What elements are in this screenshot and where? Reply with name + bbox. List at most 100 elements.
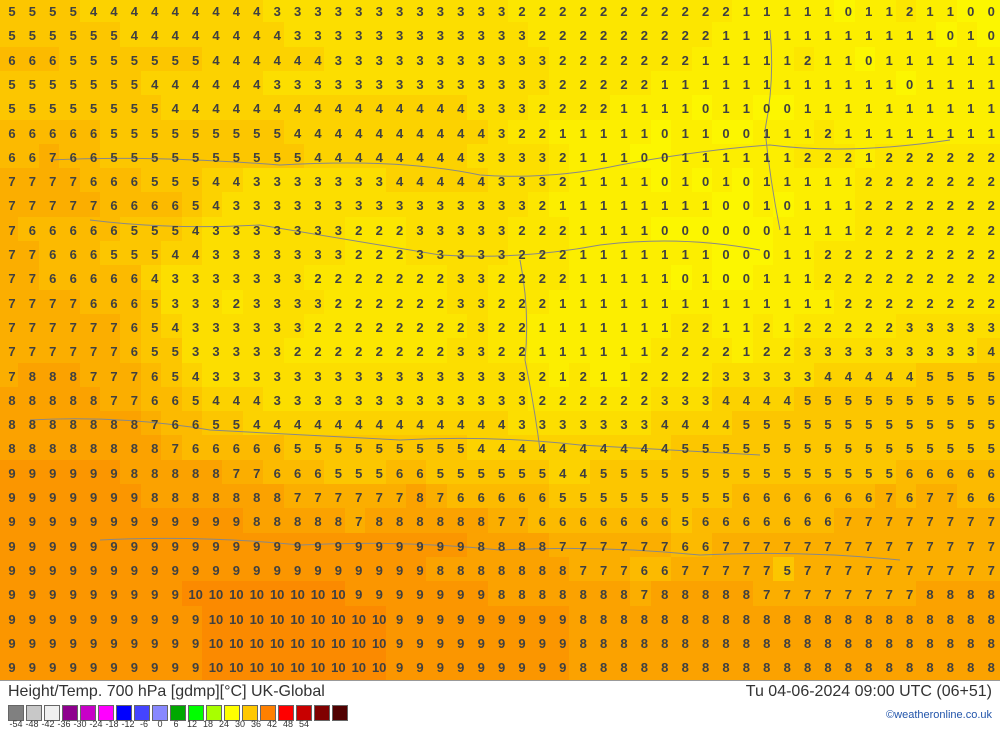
temp-value: 1 <box>940 77 960 92</box>
temp-value: 9 <box>2 636 22 651</box>
temp-value: 1 <box>573 296 593 311</box>
temp-value: 8 <box>410 514 430 529</box>
temp-value: 5 <box>349 466 369 481</box>
temp-value: 9 <box>553 660 573 675</box>
temp-value: 1 <box>879 101 899 116</box>
temp-value: 1 <box>920 53 940 68</box>
temp-value: 5 <box>532 466 552 481</box>
temp-value: 2 <box>532 223 552 238</box>
temp-value: 10 <box>288 612 308 627</box>
temp-value: 7 <box>22 271 42 286</box>
temp-value: 6 <box>22 126 42 141</box>
temp-value: 3 <box>573 417 593 432</box>
temp-value: 9 <box>104 636 124 651</box>
temp-value: 6 <box>124 320 144 335</box>
temp-value: 4 <box>186 28 206 43</box>
temp-value: 2 <box>532 198 552 213</box>
temp-value: 6 <box>634 514 654 529</box>
temp-value: 9 <box>226 514 246 529</box>
temp-value: 8 <box>165 466 185 481</box>
temp-value: 9 <box>206 514 226 529</box>
temp-value: 8 <box>879 612 899 627</box>
temp-value: 5 <box>124 101 144 116</box>
temp-value: 7 <box>63 344 83 359</box>
temp-value: 8 <box>818 660 838 675</box>
temp-value: 8 <box>512 563 532 578</box>
temp-value: 1 <box>655 77 675 92</box>
temp-value: 0 <box>675 223 695 238</box>
temp-value: 8 <box>981 612 1000 627</box>
temp-value: 3 <box>390 53 410 68</box>
temp-value: 2 <box>553 101 573 116</box>
temp-value: 5 <box>104 126 124 141</box>
temp-value: 5 <box>63 4 83 19</box>
temp-value: 3 <box>369 4 389 19</box>
temp-value: 3 <box>492 174 512 189</box>
temp-value: 4 <box>206 198 226 213</box>
temp-value: 8 <box>634 660 654 675</box>
temp-value: 7 <box>594 539 614 554</box>
temp-value: 9 <box>390 636 410 651</box>
temp-value: 1 <box>614 247 634 262</box>
temp-value: 9 <box>492 636 512 651</box>
temp-value: 5 <box>961 393 981 408</box>
temp-value: 8 <box>22 369 42 384</box>
temp-value: 3 <box>247 369 267 384</box>
temp-value: 3 <box>532 174 552 189</box>
temp-value: 2 <box>981 271 1000 286</box>
temp-value: 3 <box>512 28 532 43</box>
temp-value: 3 <box>471 320 491 335</box>
temp-value: 3 <box>369 28 389 43</box>
temp-value: 3 <box>206 271 226 286</box>
temp-value: 1 <box>675 174 695 189</box>
temp-value: 8 <box>940 612 960 627</box>
temp-value: 9 <box>369 539 389 554</box>
temp-value: 4 <box>288 53 308 68</box>
temp-value: 7 <box>798 587 818 602</box>
temp-value: 3 <box>940 320 960 335</box>
temp-value: 2 <box>920 198 940 213</box>
temp-value: 4 <box>165 28 185 43</box>
temp-value: 8 <box>716 612 736 627</box>
temp-value: 8 <box>492 563 512 578</box>
temp-value: 9 <box>124 539 144 554</box>
temp-value: 3 <box>492 53 512 68</box>
temp-value: 9 <box>410 636 430 651</box>
temp-value: 1 <box>716 101 736 116</box>
temp-value: 8 <box>696 660 716 675</box>
temp-value: 8 <box>308 514 328 529</box>
colorbar-label: 12 <box>184 719 200 729</box>
temp-value: 2 <box>920 174 940 189</box>
temp-value: 9 <box>451 612 471 627</box>
temp-value: 8 <box>655 612 675 627</box>
temp-value: 7 <box>43 150 63 165</box>
temp-value: 4 <box>206 101 226 116</box>
temp-value: 7 <box>2 320 22 335</box>
temp-value: 3 <box>471 4 491 19</box>
temp-value: 2 <box>390 247 410 262</box>
temp-value: 5 <box>981 417 1000 432</box>
temp-value: 3 <box>512 198 532 213</box>
temp-value: 4 <box>226 53 246 68</box>
temp-value: 1 <box>736 28 756 43</box>
temp-value: 8 <box>838 612 858 627</box>
temp-value: 2 <box>634 53 654 68</box>
temp-value: 4 <box>369 101 389 116</box>
temp-value: 3 <box>328 4 348 19</box>
temp-value: 1 <box>553 198 573 213</box>
temp-value: 3 <box>553 417 573 432</box>
temp-value: 3 <box>410 369 430 384</box>
temp-value: 8 <box>594 612 614 627</box>
temp-value: 5 <box>84 28 104 43</box>
temp-value: 5 <box>288 441 308 456</box>
temp-value: 10 <box>349 612 369 627</box>
temp-value: 5 <box>920 417 940 432</box>
temp-value: 3 <box>512 369 532 384</box>
temp-value: 3 <box>247 271 267 286</box>
temp-value: 7 <box>84 320 104 335</box>
temp-value: 3 <box>328 28 348 43</box>
temp-value: 3 <box>308 393 328 408</box>
temp-value: 4 <box>451 126 471 141</box>
temp-value: 7 <box>22 247 42 262</box>
temp-value: 5 <box>961 417 981 432</box>
